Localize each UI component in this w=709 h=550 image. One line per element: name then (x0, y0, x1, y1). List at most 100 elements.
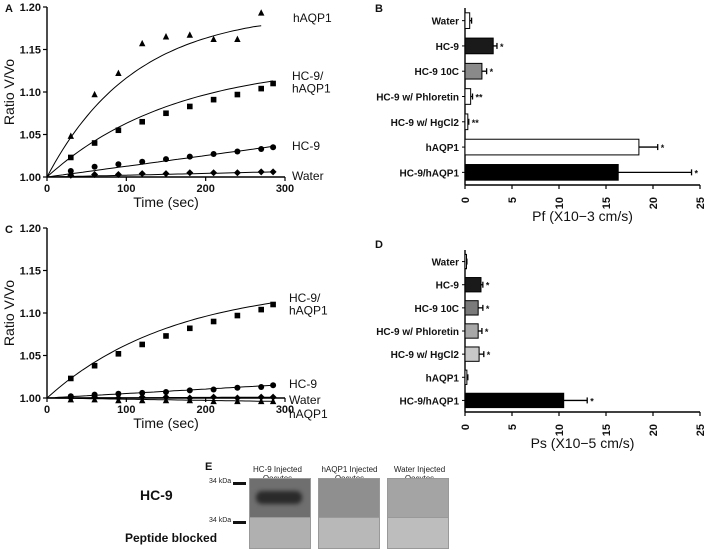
x-tick-label: 200 (196, 404, 214, 416)
data-point-triangle (139, 396, 146, 404)
x-tick-label: 0 (460, 197, 472, 203)
category-label: HC-9/hAQP1 (400, 396, 460, 407)
x-tick-label: 0 (460, 424, 472, 430)
blot-peptide-haqp1-injected (318, 517, 380, 549)
series-label: Water (289, 393, 321, 407)
data-point-circle (163, 156, 169, 163)
data-point-square (68, 154, 74, 161)
data-point-diamond (186, 169, 194, 177)
panel-b-bar-chart: 0 5 10 15 20 25 Pf (X10−3 cm/s) Water HC-9 * HC-9 … (376, 8, 707, 224)
data-point-circle (115, 161, 122, 168)
data-point-square (163, 333, 169, 339)
panel-letter-d: D (375, 239, 383, 251)
y-tick-label: 1.20 (20, 2, 41, 14)
y-tick-label: 1.10 (20, 308, 41, 320)
bar-3 (464, 323, 479, 339)
data-point-square (115, 351, 122, 357)
y-tick-label: 1.15 (20, 266, 41, 278)
significance-marker: * (590, 396, 594, 406)
data-point-circle (210, 151, 217, 158)
category-label: HC-9 w/ HgCl2 (391, 350, 460, 361)
blot-row-label-peptide: Peptide blocked (125, 531, 218, 545)
y-axis-label: Ratio V/Vo (1, 59, 17, 125)
data-point-triangle (162, 396, 170, 404)
data-point-square (270, 80, 276, 87)
data-point-diamond (210, 169, 218, 177)
x-axis-label: Ps (X10−5 cm/s) (531, 435, 635, 451)
data-point-triangle (115, 69, 122, 76)
category-label: HC-9 w/ Phloretin (376, 93, 459, 104)
significance-marker: ** (476, 93, 484, 103)
data-point-square (187, 325, 193, 332)
data-point-circle (270, 382, 277, 389)
data-point-triangle (269, 397, 277, 405)
data-point-square (163, 110, 169, 117)
data-point-circle (258, 145, 265, 152)
data-point-circle (163, 389, 169, 396)
x-tick-label: 5 (507, 197, 519, 203)
data-point-triangle (67, 132, 74, 139)
data-point-circle (234, 384, 241, 391)
significance-marker: * (661, 143, 665, 153)
significance-marker: * (695, 168, 699, 178)
data-point-triangle (210, 397, 217, 405)
data-point-circle (67, 168, 74, 175)
data-point-diamond (269, 168, 277, 176)
category-label: hAQP1 (426, 373, 460, 384)
data-point-triangle (210, 35, 217, 42)
x-tick-label: 25 (695, 197, 707, 209)
x-tick-label: 25 (695, 424, 707, 436)
data-point-square (210, 96, 217, 103)
data-point-triangle (234, 397, 241, 405)
panel-letter-a: A (5, 3, 13, 15)
data-point-circle (258, 383, 265, 390)
significance-marker: * (500, 42, 504, 52)
data-point-square (139, 341, 145, 348)
data-point-diamond (138, 170, 146, 178)
data-point-triangle (258, 9, 265, 16)
blot-band (256, 491, 302, 504)
x-axis-label: Time (sec) (133, 415, 199, 431)
blot-hc9-hc9-injected (249, 478, 311, 518)
significance-marker: * (485, 327, 489, 337)
category-label: HC-9 (436, 42, 460, 53)
data-point-triangle (258, 397, 265, 405)
data-point-diamond (67, 171, 75, 179)
y-axis-label: Ratio V/Vo (1, 280, 17, 346)
data-point-triangle (186, 396, 193, 404)
data-point-circle (139, 158, 146, 165)
bar-5 (464, 369, 468, 385)
fit-line-0 (46, 302, 274, 399)
x-axis-label: Time (sec) (133, 194, 199, 210)
data-point-circle (115, 390, 122, 397)
data-point-square (258, 85, 264, 92)
series-label: HC-9/hAQP1 (292, 69, 331, 96)
data-point-square (91, 362, 98, 369)
category-label: Water (432, 17, 460, 28)
blot-marker-tick-1 (233, 482, 246, 485)
data-point-triangle (115, 396, 122, 404)
blot-peptide-hc9-injected (249, 517, 311, 549)
x-tick-label: 20 (648, 197, 660, 209)
data-point-circle (234, 148, 241, 155)
x-tick-label: 0 (44, 183, 50, 195)
bar-1 (464, 277, 482, 293)
y-tick-label: 1.10 (20, 87, 41, 99)
x-tick-label: 5 (507, 424, 519, 430)
data-point-circle (91, 163, 98, 170)
data-point-square (68, 375, 74, 382)
blot-peptide-water-injected (387, 517, 449, 549)
significance-marker: * (486, 304, 490, 314)
data-point-diamond (257, 393, 265, 401)
series-label: HC-9 (289, 377, 317, 391)
bar-2 (464, 62, 483, 80)
blot-marker-label-1: 34 kDa (209, 478, 232, 485)
x-tick-label: 15 (601, 424, 613, 436)
data-point-circle (210, 386, 217, 393)
bar-1 (464, 37, 494, 55)
data-point-square (234, 312, 241, 319)
blot-hc9-haqp1-injected (318, 478, 380, 518)
data-point-diamond (269, 393, 277, 401)
bar-2 (464, 300, 479, 316)
category-label: HC-9 10C (415, 67, 459, 78)
